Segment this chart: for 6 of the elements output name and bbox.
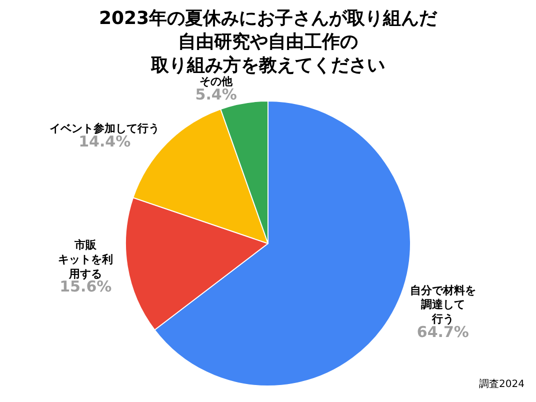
slice-label: その他	[200, 75, 234, 88]
slice-label: 市販キットを利用する	[58, 238, 114, 280]
slice-label: 自分で材料を調達して行う	[410, 284, 476, 326]
slice-label: イベント参加して行う	[50, 122, 160, 136]
chart-title: 2023年の夏休みにお子さんが取り組んだ自由研究や自由工作の取り組み方を教えてください	[98, 8, 438, 76]
text: 調査2024	[479, 378, 524, 390]
